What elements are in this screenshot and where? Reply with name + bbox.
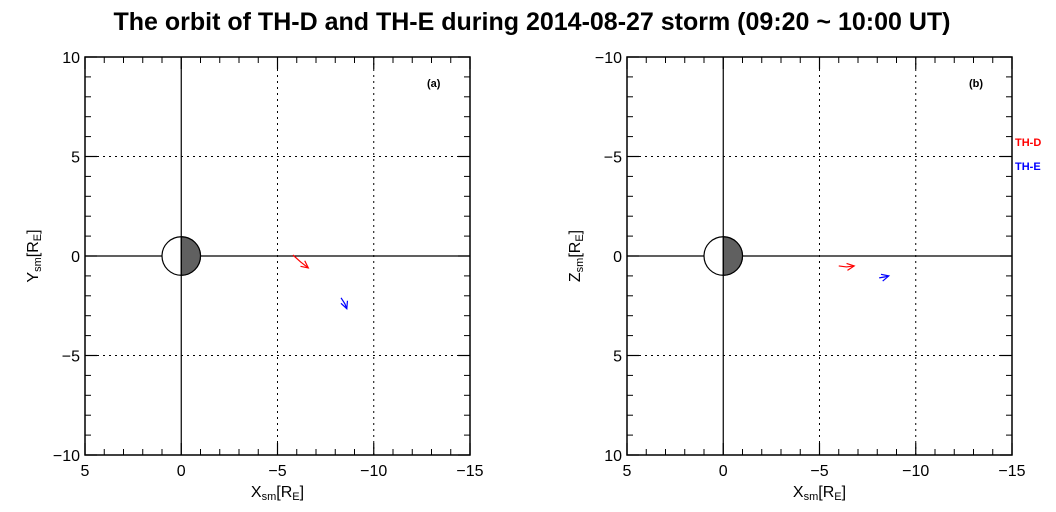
legend-th-e: TH-E: [1015, 161, 1041, 173]
y-axis-label: Zsm[RE]: [567, 230, 586, 282]
x-tick-label: 5: [81, 463, 90, 480]
orbit-arrowhead-th-e: [880, 273, 891, 282]
x-tick-label: 5: [623, 463, 632, 480]
y-tick-label: −5: [604, 150, 622, 167]
x-axis-label: Xsm[RE]: [251, 484, 304, 503]
y-tick-label: 0: [71, 249, 80, 266]
x-tick-label: −15: [998, 463, 1025, 480]
legend: TH-D TH-E: [1015, 137, 1041, 173]
orbit-line-th-d: [292, 254, 309, 269]
y-tick-label: −5: [62, 349, 80, 366]
x-tick-label: −5: [268, 463, 286, 480]
orbit-arrowhead-th-e: [340, 300, 349, 311]
x-tick-label: −10: [360, 463, 387, 480]
y-axis-label: Ysm[RE]: [25, 229, 44, 282]
orbit-line-th-e: [340, 297, 348, 309]
y-tick-label: −10: [595, 50, 622, 67]
y-tick-label: −10: [53, 448, 80, 465]
y-tick-label: 5: [71, 150, 80, 167]
orbit-line-th-d: [838, 265, 855, 268]
figure-title: The orbit of TH-D and TH-E during 2014-0…: [114, 8, 951, 36]
x-tick-label: 0: [719, 463, 728, 480]
y-tick-label: 10: [62, 50, 80, 67]
orbit-arrowhead-th-d: [846, 262, 856, 271]
y-tick-label: 5: [613, 349, 622, 366]
x-tick-label: −15: [456, 463, 483, 480]
earth-nightside: [722, 236, 744, 276]
panel-label: (b): [969, 78, 983, 90]
y-tick-label: 0: [613, 249, 622, 266]
earth-nightside: [180, 236, 202, 276]
y-tick-label: 10: [604, 448, 622, 465]
panel-a: 5 0 −5 −10 −15 −10 −5 0 5 10 (a) Xsm[RE] Ysm[RE]: [25, 50, 484, 503]
panel-label: (a): [427, 78, 441, 90]
x-tick-label: −10: [902, 463, 929, 480]
x-tick-label: 0: [177, 463, 186, 480]
x-tick-label: −5: [810, 463, 828, 480]
legend-th-d: TH-D: [1015, 137, 1041, 149]
orbit-arrowhead-th-d: [300, 260, 310, 269]
x-axis-label: Xsm[RE]: [793, 484, 846, 503]
